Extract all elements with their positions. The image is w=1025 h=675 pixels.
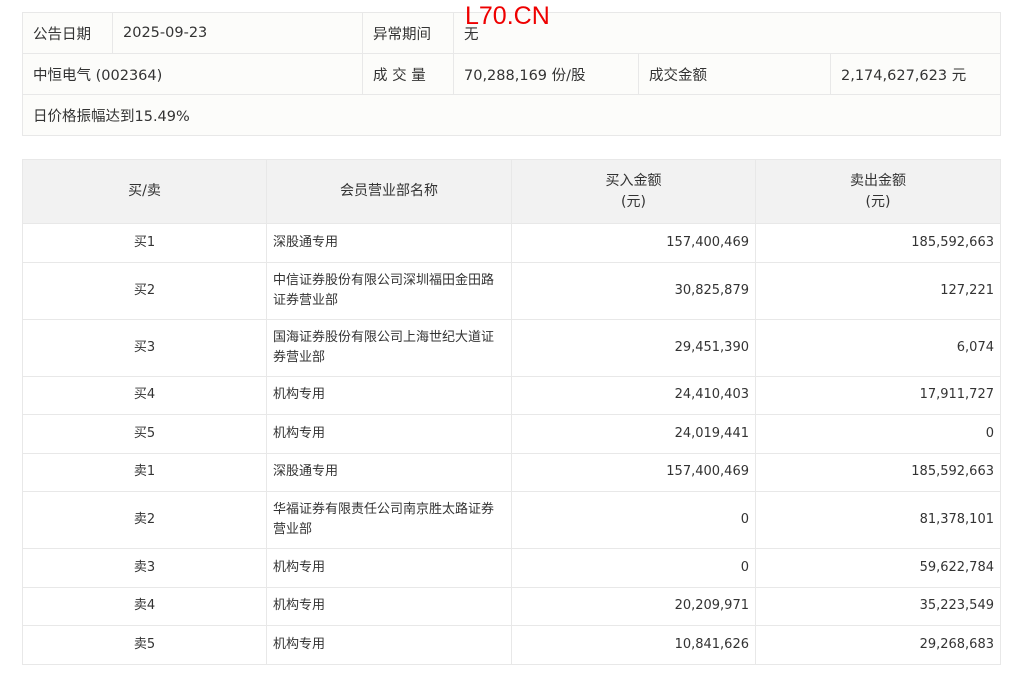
branch-name-cell: 机构专用	[266, 625, 512, 665]
watermark: L70.CN	[465, 2, 550, 30]
side-cell: 买1	[22, 223, 267, 263]
table-row: 卖4 机构专用 20,209,971 35,223,549	[22, 586, 1001, 626]
table-row: 买2 中信证券股份有限公司深圳福田金田路证券营业部 30,825,879 127,22…	[22, 261, 1001, 320]
buy-amount-cell: 157,400,469	[511, 223, 756, 263]
buy-amount-cell: 24,410,403	[511, 375, 756, 415]
table-row: 买3 国海证券股份有限公司上海世纪大道证券营业部 29,451,390 6,074	[22, 318, 1001, 377]
branch-name-cell: 机构专用	[266, 586, 512, 626]
side-cell: 卖3	[22, 548, 267, 588]
side-cell: 卖4	[22, 586, 267, 626]
table-row: 卖3 机构专用 0 59,622,784	[22, 548, 1001, 588]
branch-name-cell: 中信证券股份有限公司深圳福田金田路证券营业部	[266, 261, 512, 320]
side-cell: 买5	[22, 414, 267, 454]
column-header: 买/卖	[22, 159, 267, 224]
sell-amount-cell: 6,074	[755, 318, 1001, 377]
announcement-info-table: 公告日期 2025-09-23 异常期间 无 中恒电气 (002364) 成 交…	[21, 12, 1002, 136]
side-cell: 买4	[22, 375, 267, 415]
buy-amount-cell: 0	[511, 548, 756, 588]
branch-name-cell: 华福证券有限责任公司南京胜太路证券营业部	[266, 491, 512, 549]
branch-name-cell: 机构专用	[266, 548, 512, 588]
buy-amount-cell: 30,825,879	[511, 261, 756, 320]
amount-label: 成交金额	[638, 53, 831, 95]
buy-amount-cell: 10,841,626	[511, 625, 756, 665]
branch-name-cell: 深股通专用	[266, 223, 512, 263]
table-row: 卖2 华福证券有限责任公司南京胜太路证券营业部 0 81,378,101	[22, 491, 1001, 549]
side-cell: 卖1	[22, 452, 267, 492]
sell-amount-cell: 81,378,101	[755, 491, 1001, 549]
stock-name: 中恒电气 (002364)	[22, 53, 363, 95]
buy-amount-cell: 20,209,971	[511, 586, 756, 626]
sell-amount-cell: 185,592,663	[755, 223, 1001, 263]
buy-amount-cell: 157,400,469	[511, 452, 756, 492]
side-cell: 卖2	[22, 491, 267, 549]
date-value: 2025-09-23	[112, 12, 363, 54]
trading-seats-table: 买/卖 会员营业部名称 买入金额 (元) 卖出金额 (元) 买1 深股通专用 157,40…	[22, 159, 1001, 665]
table-row: 买5 机构专用 24,019,441 0	[22, 414, 1001, 454]
sell-amount-cell: 29,268,683	[755, 625, 1001, 665]
column-header: 会员营业部名称	[266, 159, 512, 224]
table-row: 买4 机构专用 24,410,403 17,911,727	[22, 375, 1001, 415]
volume-label: 成 交 量	[362, 53, 454, 95]
side-cell: 卖5	[22, 625, 267, 665]
period-label: 异常期间	[362, 12, 454, 54]
reason: 日价格振幅达到15.49%	[21, 94, 1002, 136]
amount-value: 2,174,627,623 元	[829, 53, 1002, 95]
volume-value: 70,288,169 份/股	[453, 53, 639, 95]
sell-amount-cell: 35,223,549	[755, 586, 1001, 626]
side-cell: 买2	[22, 261, 267, 320]
column-header: 买入金额 (元)	[511, 159, 756, 224]
branch-name-cell: 国海证券股份有限公司上海世纪大道证券营业部	[266, 318, 512, 377]
sell-amount-cell: 127,221	[755, 261, 1001, 320]
table-row: 卖5 机构专用 10,841,626 29,268,683	[22, 625, 1001, 665]
buy-amount-cell: 29,451,390	[511, 318, 756, 377]
date-label: 公告日期	[22, 12, 113, 54]
sell-amount-cell: 185,592,663	[755, 452, 1001, 492]
sell-amount-cell: 0	[755, 414, 1001, 454]
sell-amount-cell: 17,911,727	[755, 375, 1001, 415]
table-row: 卖1 深股通专用 157,400,469 185,592,663	[22, 452, 1001, 492]
branch-name-cell: 机构专用	[266, 414, 512, 454]
column-header: 卖出金额 (元)	[755, 159, 1001, 224]
side-cell: 买3	[22, 318, 267, 377]
branch-name-cell: 深股通专用	[266, 452, 512, 492]
buy-amount-cell: 24,019,441	[511, 414, 756, 454]
branch-name-cell: 机构专用	[266, 375, 512, 415]
buy-amount-cell: 0	[511, 491, 756, 549]
table-row: 买1 深股通专用 157,400,469 185,592,663	[22, 223, 1001, 263]
sell-amount-cell: 59,622,784	[755, 548, 1001, 588]
